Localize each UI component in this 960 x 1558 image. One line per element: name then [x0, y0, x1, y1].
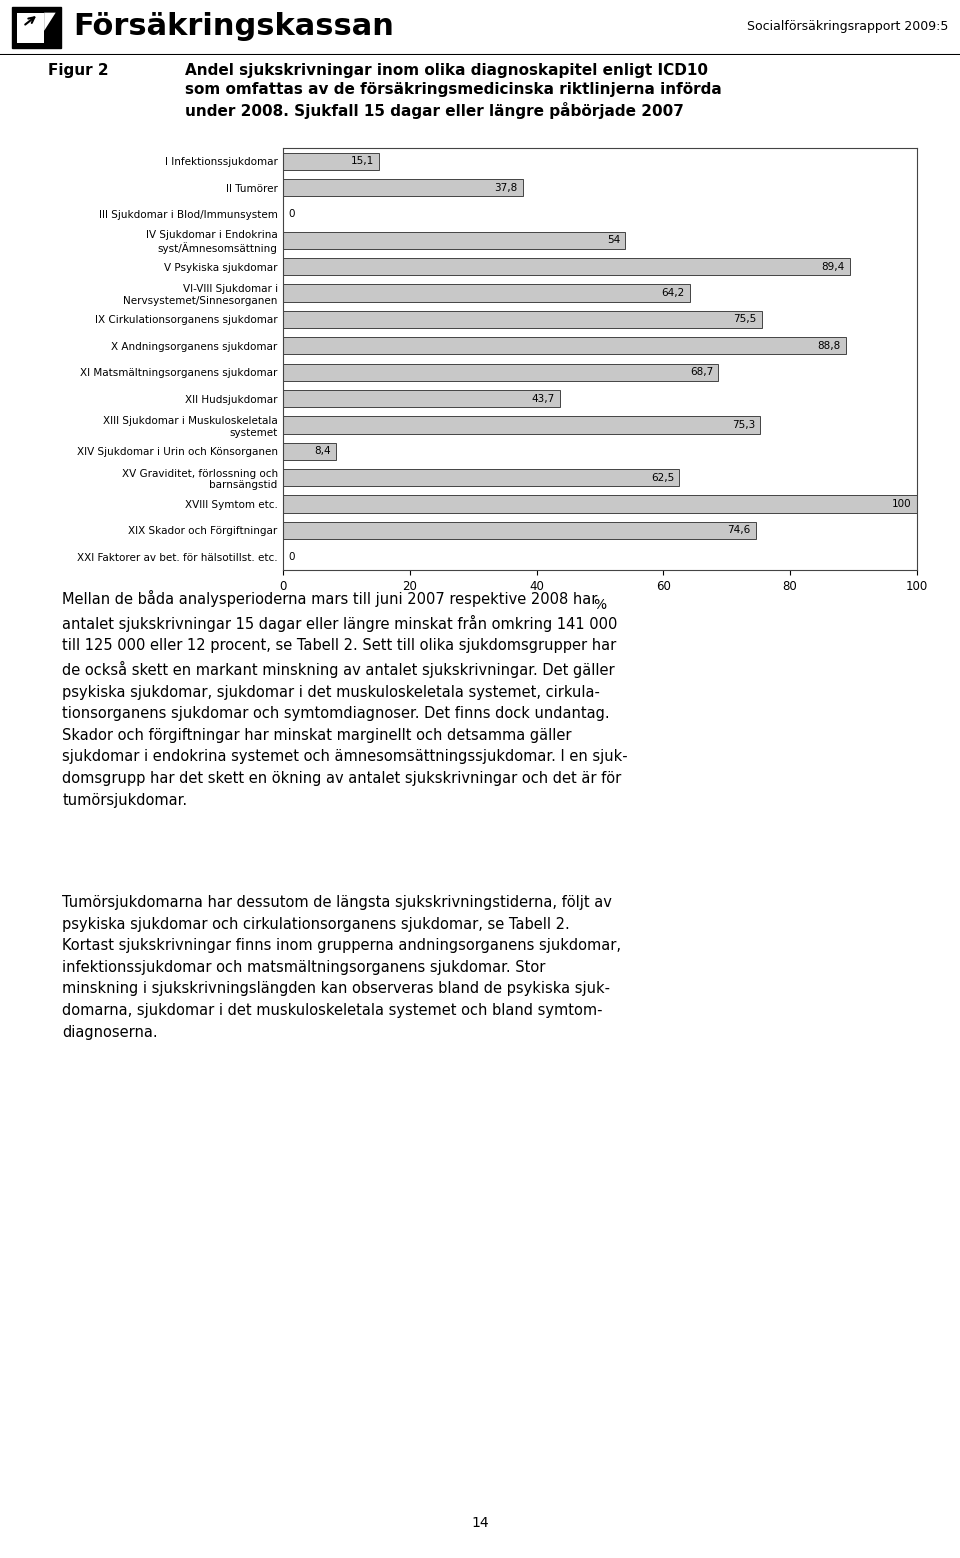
Text: Figur 2: Figur 2: [48, 62, 108, 78]
Text: 75,5: 75,5: [733, 315, 756, 324]
Text: 75,3: 75,3: [732, 421, 756, 430]
Text: 89,4: 89,4: [822, 262, 845, 271]
Bar: [283, 259, 850, 276]
Text: 64,2: 64,2: [661, 288, 684, 298]
Text: 0: 0: [288, 552, 295, 562]
Bar: [283, 495, 917, 513]
Text: Mellan de båda analysperioderna mars till juni 2007 respektive 2008 har
antalet : Mellan de båda analysperioderna mars til…: [62, 590, 628, 807]
Bar: [283, 469, 680, 486]
Bar: [283, 285, 690, 302]
Bar: [283, 312, 761, 329]
Bar: [283, 232, 625, 249]
X-axis label: %: %: [593, 598, 607, 612]
Polygon shape: [44, 12, 56, 31]
Bar: [283, 390, 560, 407]
Text: 43,7: 43,7: [532, 394, 555, 404]
Bar: [283, 363, 718, 380]
Text: 62,5: 62,5: [651, 472, 674, 483]
Text: 8,4: 8,4: [315, 446, 331, 456]
Bar: [17, 12, 44, 44]
Text: 100: 100: [892, 499, 912, 509]
Text: Försäkringskassan: Försäkringskassan: [73, 12, 394, 41]
Text: Socialförsäkringsrapport 2009:5: Socialförsäkringsrapport 2009:5: [747, 20, 948, 33]
Text: 54: 54: [607, 235, 620, 245]
Bar: [283, 442, 336, 460]
Bar: [283, 416, 760, 433]
Text: 68,7: 68,7: [690, 368, 713, 377]
Text: Andel sjukskrivningar inom olika diagnoskapitel enligt ICD10
som omfattas av de : Andel sjukskrivningar inom olika diagnos…: [185, 62, 722, 118]
Text: 15,1: 15,1: [350, 156, 373, 167]
Text: 88,8: 88,8: [818, 341, 841, 351]
Bar: [12, 8, 61, 48]
Text: 0: 0: [288, 209, 295, 220]
Text: 14: 14: [471, 1516, 489, 1530]
Bar: [283, 337, 846, 354]
Text: 74,6: 74,6: [728, 525, 751, 536]
Bar: [283, 153, 379, 170]
Text: Tumörsjukdomarna har dessutom de längsta sjukskrivningstiderna, följt av
psykisk: Tumörsjukdomarna har dessutom de längsta…: [62, 894, 621, 1039]
Text: 37,8: 37,8: [494, 182, 517, 193]
Bar: [283, 179, 522, 196]
Bar: [283, 522, 756, 539]
